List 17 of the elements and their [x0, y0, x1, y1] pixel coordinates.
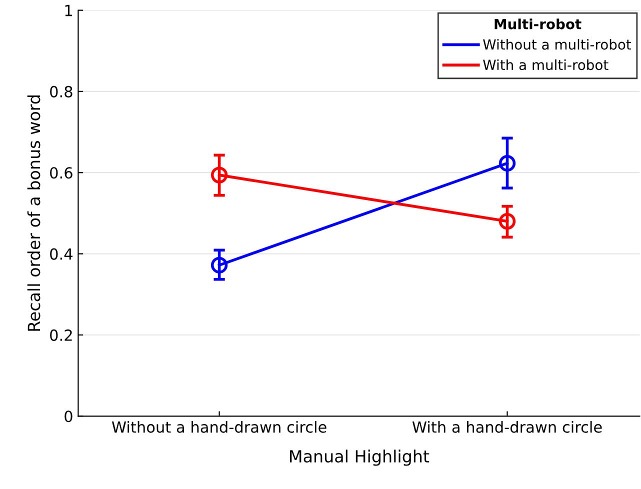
point — [210, 256, 228, 274]
x-tick-label: Without a hand-drawn circle — [112, 421, 326, 433]
point — [498, 154, 516, 172]
point — [498, 212, 516, 230]
y-tick-label: 0.6 — [50, 167, 72, 179]
y-tick-label: 0.2 — [50, 329, 72, 341]
y-tick-label: 0.4 — [50, 248, 72, 260]
y-axis-title: Recall order of a bonus word — [27, 95, 40, 331]
point — [210, 166, 228, 184]
y-tick-label: 0 — [64, 410, 72, 422]
legend-title: Multi-robot — [494, 18, 582, 30]
legend-label: Without a multi-robot — [483, 38, 632, 50]
legend-label: With a multi-robot — [483, 59, 608, 70]
x-tick-label: With a hand-drawn circle — [412, 421, 602, 433]
y-tick-label: 0.8 — [50, 86, 72, 98]
x-axis-title: Manual Highlight — [290, 450, 430, 466]
y-tick-label: 1 — [65, 4, 72, 16]
